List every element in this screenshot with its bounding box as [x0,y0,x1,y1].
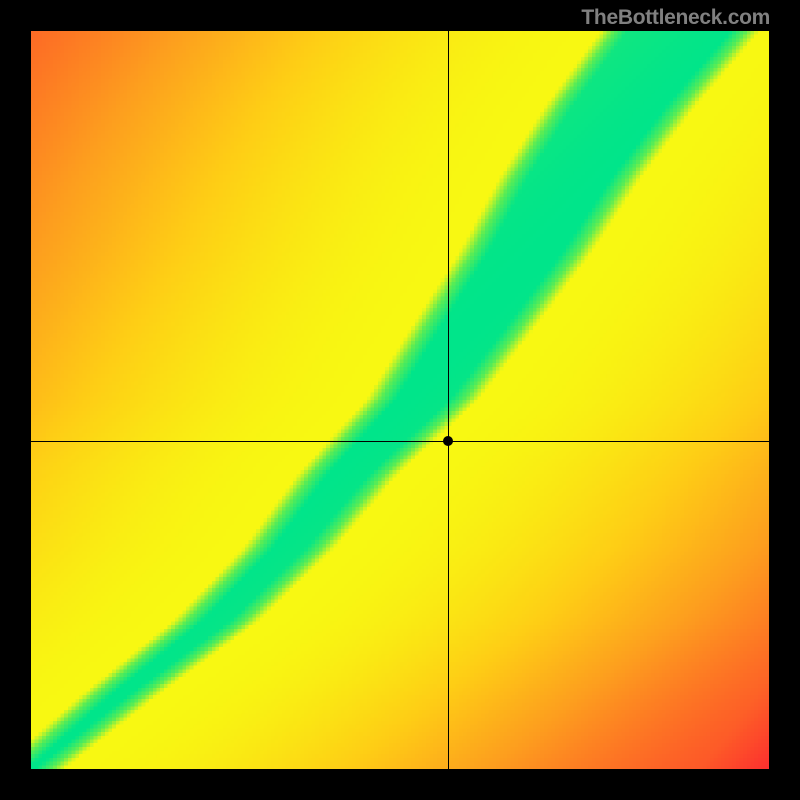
watermark-text: TheBottleneck.com [581,6,770,30]
crosshair-vertical [448,31,449,769]
crosshair-marker [443,436,453,446]
plot-frame [31,31,769,769]
heatmap-canvas-wrap [31,31,769,769]
crosshair-horizontal [31,441,769,442]
bottleneck-heatmap [31,31,769,769]
